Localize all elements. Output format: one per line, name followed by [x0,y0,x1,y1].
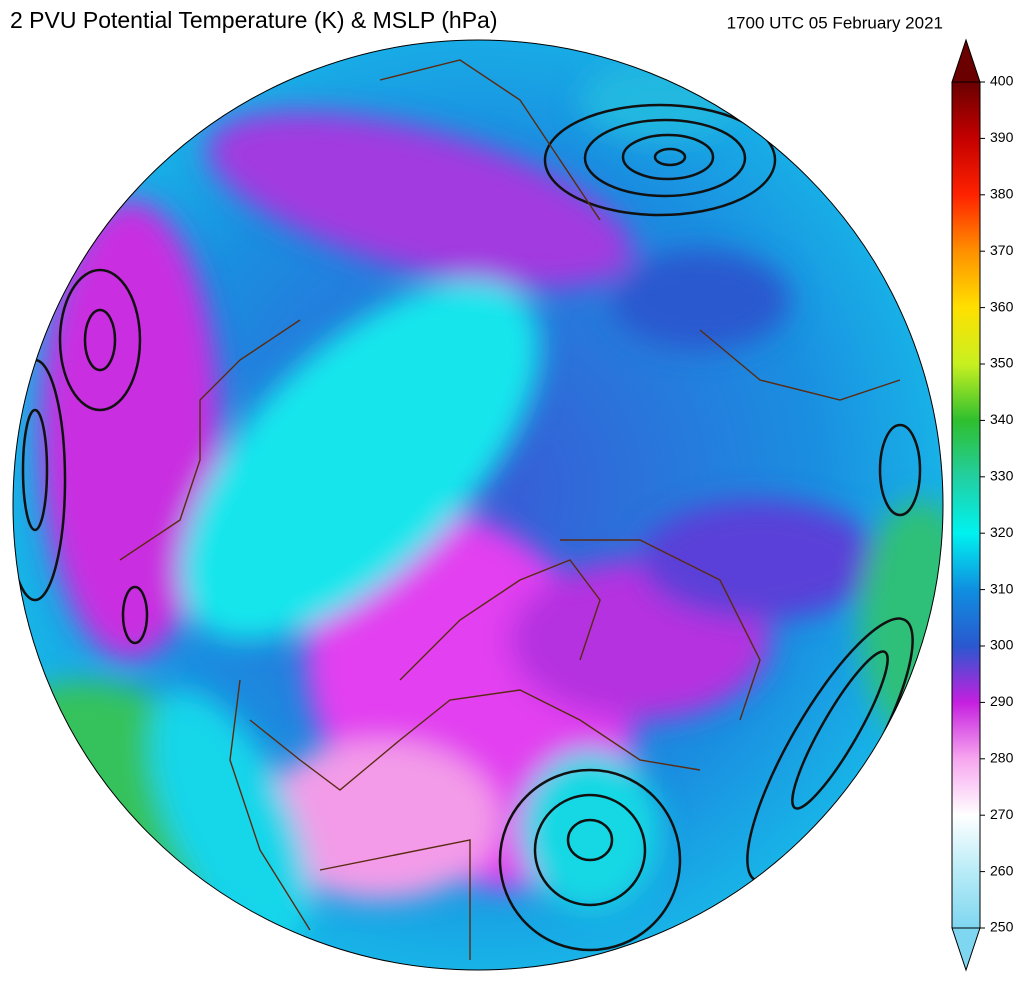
colorbar-tick-label: 250 [990,919,1014,935]
globe-outline [12,39,944,971]
colorbar-tick-label: 360 [990,298,1014,314]
colorbar-tick-label: 260 [990,862,1014,878]
pressure-contours [13,103,922,952]
colorbar-tick-label: 320 [990,524,1014,540]
colorbar-tick-label: 390 [990,129,1014,145]
colorbar-tick-label: 370 [990,242,1014,258]
colorbar-tick-label: 280 [990,750,1014,766]
colorbar: 250 260 270 280 290 300 310 320 330 340 350 360 370 3… [951,38,1014,972]
colorbar-tick-label: 380 [990,186,1014,202]
colorbar-tick-label: 310 [990,580,1014,596]
title: 2 PVU Potential Temperature (K) & MSLP (… [10,7,497,33]
timestamp: 1700 UTC 05 February 2021 [727,13,943,32]
colorbar-tick-label: 350 [990,355,1014,371]
coastlines [119,59,901,960]
colorbar-extend-max [951,38,981,83]
map [13,40,943,970]
colorbar-tick-label: 300 [990,637,1014,653]
colorbar-extend-min [951,927,981,972]
colorbar-tick-label: 270 [990,806,1014,822]
colorbar-tick-label: 330 [990,468,1014,484]
colorbar-tick-label: 290 [990,693,1014,709]
colorbar-tick-label: 340 [990,411,1014,427]
colorbar-body [951,81,981,929]
colorbar-tick-label: 400 [990,73,1014,89]
